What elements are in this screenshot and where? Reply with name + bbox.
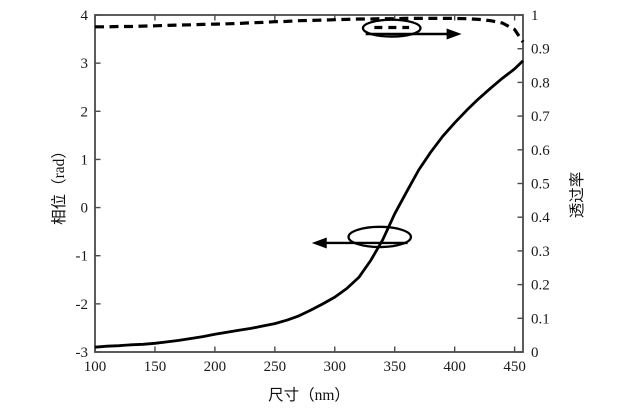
left-y-tick-label: -2 bbox=[76, 297, 89, 313]
right-y-axis-title: 透过率 bbox=[569, 171, 586, 219]
right-y-tick-label: 0.4 bbox=[531, 210, 550, 226]
left-y-tick-label: 0 bbox=[81, 201, 89, 217]
left-y-tick-label: -3 bbox=[76, 345, 89, 361]
right-y-tick-label: 1 bbox=[531, 8, 539, 24]
right-y-tick-label: 0.7 bbox=[531, 109, 550, 125]
right-y-tick-label: 0.9 bbox=[531, 42, 550, 58]
phase-curve bbox=[94, 59, 524, 349]
phase-ellipse bbox=[347, 225, 413, 249]
transmittance-curve bbox=[95, 16, 525, 43]
x-tick-label: 150 bbox=[144, 359, 167, 375]
left-y-axis-title: 相位（rad） bbox=[51, 143, 68, 225]
x-tick-label: 350 bbox=[383, 359, 406, 375]
x-tick-label: 200 bbox=[204, 359, 227, 375]
left-y-tick-label: -1 bbox=[76, 249, 89, 265]
x-tick-label: 250 bbox=[264, 359, 287, 375]
x-tick-label: 300 bbox=[324, 359, 347, 375]
left-y-tick-label: 4 bbox=[81, 8, 89, 24]
x-tick-label: 400 bbox=[443, 359, 466, 375]
x-tick-label: 100 bbox=[84, 359, 107, 375]
left-y-tick-label: 3 bbox=[81, 56, 89, 72]
left-y-tick-label: 1 bbox=[81, 152, 89, 168]
transmittance-arrowhead bbox=[446, 28, 462, 40]
x-tick-label: 450 bbox=[503, 359, 526, 375]
left-y-tick-label: 2 bbox=[81, 104, 89, 120]
right-y-tick-label: 0.1 bbox=[531, 311, 550, 327]
x-axis-title: 尺寸（nm） bbox=[268, 387, 350, 404]
right-y-tick-label: 0.8 bbox=[531, 75, 550, 91]
phase-arrowhead bbox=[311, 237, 327, 249]
right-y-tick-label: 0.5 bbox=[531, 177, 550, 193]
right-y-tick-label: 0.2 bbox=[531, 278, 550, 294]
plot-frame bbox=[94, 14, 524, 353]
right-y-tick-label: 0.6 bbox=[531, 143, 550, 159]
transmittance-ellipse bbox=[361, 18, 422, 38]
right-y-tick-label: 0.3 bbox=[531, 244, 550, 260]
right-y-tick-label: 0 bbox=[531, 345, 539, 361]
